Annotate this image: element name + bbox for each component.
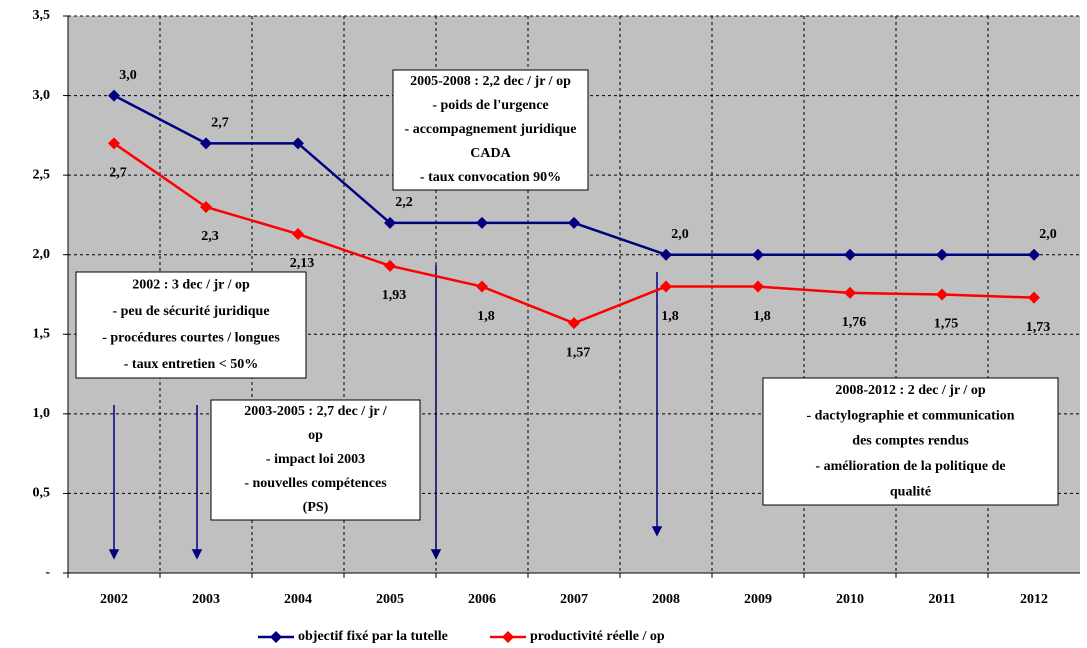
point [936, 248, 948, 261]
value-label: 1,73 [1026, 320, 1051, 335]
x-tick-label: 2007 [560, 592, 588, 607]
annotation-text: - amélioration de la politique de [815, 459, 1005, 474]
annotation-text: 2005-2008 : 2,2 dec / jr / op [410, 74, 571, 89]
point [568, 317, 580, 330]
x-tick-label: 2004 [284, 592, 312, 607]
x-tick-label: 2010 [836, 592, 864, 607]
point [384, 216, 396, 229]
point [108, 137, 120, 150]
point [476, 280, 488, 293]
annotation-text: - procédures courtes / longues [102, 330, 280, 345]
annotation-text: CADA [470, 146, 511, 161]
x-tick-label: 2011 [928, 592, 955, 607]
x-tick-label: 2003 [192, 592, 220, 607]
annotation-text: - poids de l'urgence [432, 98, 548, 113]
value-label: 1,93 [382, 288, 407, 303]
value-label: 2,2 [395, 195, 413, 210]
y-tick-label: 2,0 [33, 247, 51, 262]
point [660, 248, 672, 261]
point [844, 286, 856, 299]
annotation-text: - taux convocation 90% [420, 170, 561, 185]
value-label: 1,8 [661, 309, 679, 324]
value-label: 1,8 [477, 309, 495, 324]
point [660, 280, 672, 293]
y-tick-label: 2,5 [33, 167, 51, 182]
point [270, 631, 282, 643]
y-tick-label: 1,5 [33, 327, 51, 342]
x-tick-label: 2008 [652, 592, 680, 607]
point [292, 137, 304, 150]
x-tick-label: 2006 [468, 592, 496, 607]
point [502, 631, 514, 643]
point [200, 137, 212, 150]
y-tick-label: 3,0 [33, 88, 51, 103]
point [108, 89, 120, 102]
point [1028, 248, 1040, 261]
y-tick-label: 3,5 [33, 8, 51, 23]
x-tick-label: 2005 [376, 592, 404, 607]
legend-label: objectif fixé par la tutelle [298, 629, 448, 644]
value-label: 1,76 [842, 315, 867, 330]
annotation-text: - nouvelles compétences [244, 476, 387, 491]
annotation-text: - peu de sécurité juridique [112, 304, 269, 319]
value-label: 2,7 [211, 116, 229, 131]
point [476, 216, 488, 229]
annotation-text: (PS) [303, 500, 329, 515]
value-label: 1,75 [934, 317, 959, 332]
point [1028, 291, 1040, 304]
legend-label: productivité réelle / op [530, 629, 665, 644]
annotation-box [762, 377, 1059, 506]
value-label: 3,0 [119, 68, 137, 83]
value-label: 2,0 [1039, 227, 1057, 242]
value-label: 2,0 [671, 227, 689, 242]
point [752, 280, 764, 293]
annotation-text: op [308, 428, 323, 443]
annotation-text: - accompagnement juridique [405, 122, 577, 137]
annotation-box [75, 271, 307, 379]
y-tick-label: 0,5 [33, 486, 51, 501]
y-tick-label: - [45, 565, 50, 580]
point [752, 248, 764, 261]
value-label: 1,57 [566, 345, 591, 360]
annotation-box [210, 399, 421, 521]
point [568, 216, 580, 229]
y-tick-label: 1,0 [33, 406, 51, 421]
x-tick-label: 2002 [100, 592, 128, 607]
value-label: 2,7 [109, 166, 127, 181]
point [936, 288, 948, 301]
annotation-text: - taux entretien < 50% [124, 357, 258, 372]
value-label: 1,8 [753, 309, 771, 324]
annotation-box [392, 69, 589, 191]
annotation-text: - impact loi 2003 [266, 452, 365, 467]
annotation-text: - dactylographie et communication [806, 408, 1014, 423]
value-label: 2,13 [290, 256, 315, 271]
annotation-text: 2002 : 3 dec / jr / op [132, 277, 250, 292]
point [384, 259, 396, 272]
point [844, 248, 856, 261]
annotation-text: 2008-2012 : 2 dec / jr / op [835, 383, 985, 398]
point [200, 200, 212, 213]
annotation-text: 2003-2005 : 2,7 dec / jr / [244, 404, 388, 419]
annotation-text: des comptes rendus [852, 434, 969, 449]
x-tick-label: 2009 [744, 592, 772, 607]
x-tick-label: 2012 [1020, 592, 1048, 607]
annotation-text: qualité [890, 485, 931, 500]
point [292, 228, 304, 241]
value-label: 2,3 [201, 229, 219, 244]
